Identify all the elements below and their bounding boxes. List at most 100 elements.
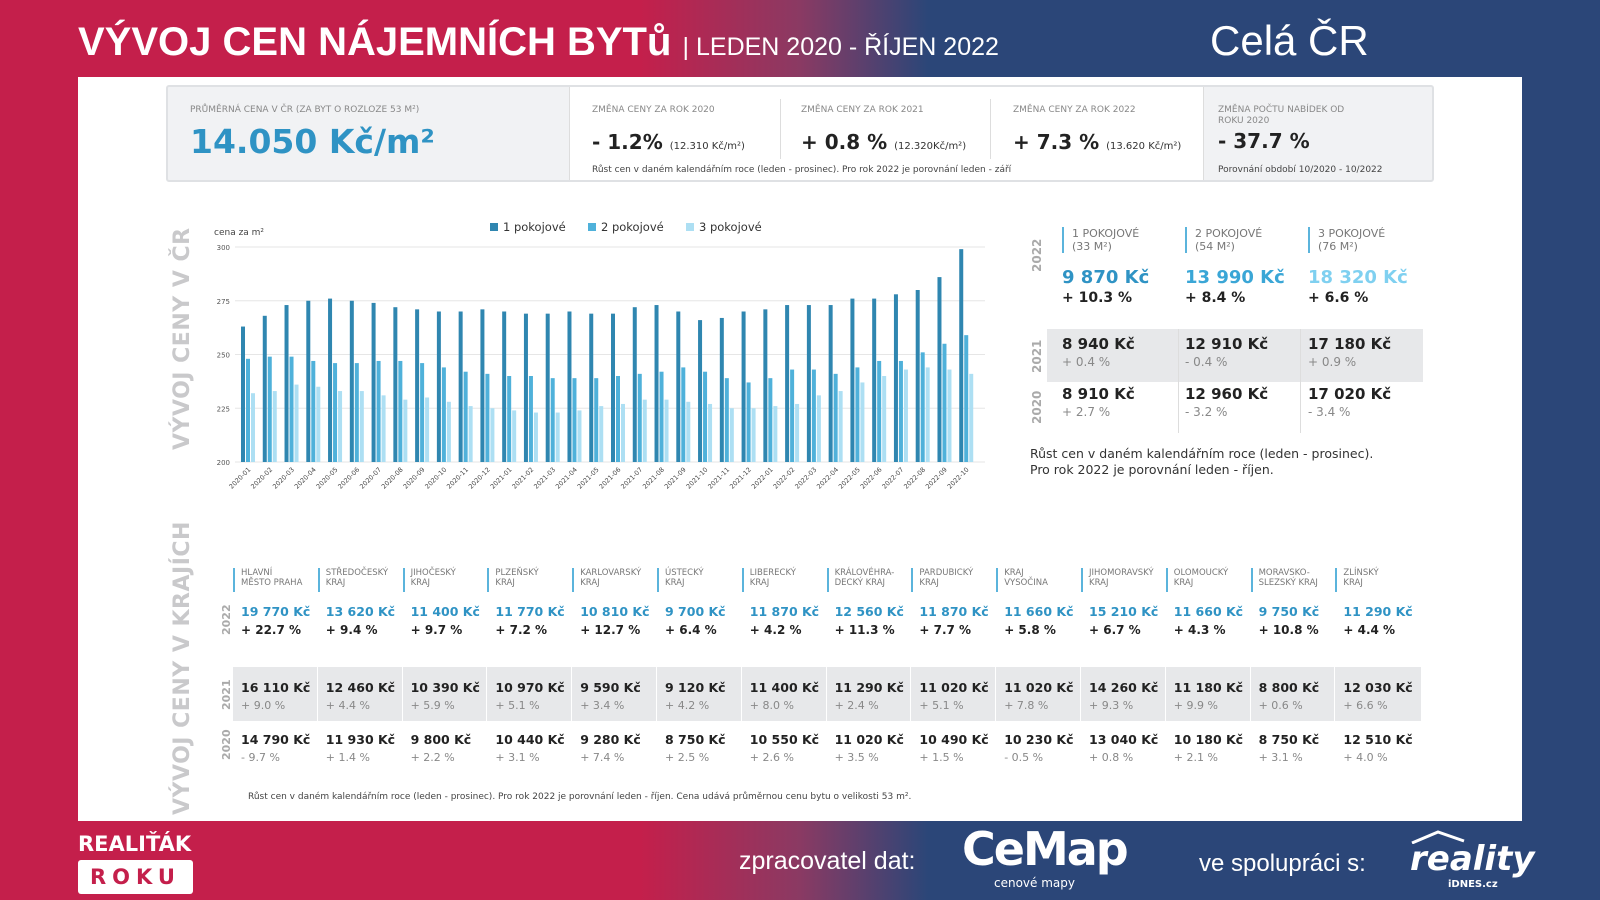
region-header: KRÁLOVÉHRA- DECKÝ KRAJ: [826, 568, 911, 592]
region-header: ÚSTECKÝ KRAJ: [657, 568, 741, 592]
price-2020: 8 750 Kč: [665, 732, 726, 747]
change-2021: - 0.4 %: [1185, 355, 1228, 369]
x-tick-label: 2020-08: [380, 466, 405, 491]
change-2020: + 2.1 %: [1173, 751, 1218, 764]
x-tick-label: 2021-07: [619, 466, 644, 491]
price-2020: 14 790 Kč: [241, 732, 311, 747]
region-name: MORAVSKO-: [1258, 568, 1310, 578]
region-column: HLAVNÍ MĚSTO PRAHA 19 770 Kč + 22.7 % 16 …: [233, 568, 317, 764]
price-2021: 10 390 Kč: [410, 680, 480, 695]
stat-label: ZMĚNA CENY ZA ROK 2021: [801, 105, 924, 115]
x-tick-label: 2020-10: [423, 466, 448, 491]
bar-2-pokojové: [246, 358, 250, 462]
region-column: ZLÍNSKÝ KRAJ 11 290 Kč + 4.4 % 12 030 Kč …: [1335, 568, 1419, 764]
change-2022: + 4.3 %: [1173, 623, 1226, 637]
stat-value: + 0.8 %: [801, 130, 888, 154]
change-2021: + 6.6 %: [1343, 699, 1388, 712]
legend-swatch: [490, 223, 498, 231]
bar-3-pokojové: [294, 384, 299, 462]
region-header: PARDUBICKÝ KRAJ: [911, 568, 995, 592]
price-2021: 14 260 Kč: [1089, 680, 1159, 695]
region-header: JIHOMORAVSKÝ KRAJ: [1081, 568, 1165, 592]
price-2022: 11 870 Kč: [749, 604, 820, 619]
legend-swatch: [686, 223, 694, 231]
room-header: 1 POKOJOVÉ (33 m²): [1062, 227, 1184, 253]
bar-2-pokojové: [528, 376, 533, 462]
bar-3-pokojové: [403, 399, 408, 462]
region-name: JIHOČESKÝ: [410, 568, 456, 578]
bar-1-pokojové: [502, 311, 507, 462]
room-type: 3 POKOJOVÉ: [1318, 227, 1386, 240]
year-label: 2022: [1030, 238, 1044, 272]
bar-3-pokojové: [860, 382, 865, 462]
bar-2-pokojové: [898, 360, 903, 462]
change-2022: + 11.3 %: [834, 623, 895, 637]
legend-swatch: [588, 223, 596, 231]
bar-1-pokojové: [545, 313, 550, 462]
region-column: OLOMOUCKÝ KRAJ 11 660 Kč + 4.3 % 11 180 K…: [1165, 568, 1250, 764]
bar-3-pokojové: [773, 406, 778, 462]
change-2021: + 7.8 %: [1004, 699, 1049, 712]
bar-3-pokojové: [512, 410, 517, 462]
x-tick-label: 2020-02: [249, 466, 274, 491]
room-column: 3 POKOJOVÉ (76 m²) 18 320 Kč + 6.6 % 17 1…: [1308, 227, 1430, 419]
x-tick-label: 2021-06: [598, 466, 623, 491]
stat-label: PRŮMĚRNÁ CENA V ČR (ZA BYT O ROZLOZE 53 …: [190, 105, 420, 115]
stat-label: ZMĚNA CENY ZA ROK 2020: [592, 105, 715, 115]
processor-label: zpracovatel dat:: [739, 847, 916, 875]
region-name: HLAVNÍ: [241, 568, 273, 578]
region-header: PLZEŇSKÝ KRAJ: [487, 568, 571, 592]
bar-3-pokojové: [490, 408, 495, 462]
change-2022: + 22.7 %: [241, 623, 302, 637]
price-2022: 9 750 Kč: [1258, 604, 1320, 619]
rooms-note: Růst cen v daném kalendářním roce (leden…: [1030, 446, 1373, 478]
row-band-2021: [1047, 329, 1423, 382]
divider: [1334, 667, 1336, 721]
x-tick-label: 2021-01: [489, 466, 514, 491]
price-2021: 11 400 Kč: [749, 680, 820, 695]
bar-1-pokojové: [241, 326, 245, 462]
price-2021: 11 020 Kč: [1004, 680, 1074, 695]
bar-1-pokojové: [589, 313, 594, 462]
x-tick-label: 2021-05: [576, 466, 601, 491]
stat-value: 14.050 Kč/m²: [190, 122, 435, 161]
y-tick-label: 225: [217, 405, 230, 413]
price-2020: 10 490 Kč: [919, 732, 989, 747]
price-2020: 10 440 Kč: [495, 732, 565, 747]
change-2021: + 8.0 %: [749, 699, 794, 712]
price-2022: 13 990 Kč: [1185, 267, 1285, 288]
region-column: STŘEDOČESKÝ KRAJ 13 620 Kč + 9.4 % 12 460…: [317, 568, 402, 764]
x-tick-label: 2020-12: [467, 466, 492, 491]
price-2022: 18 320 Kč: [1308, 267, 1408, 288]
price-bar-chart: cena za m²2002252502753002020-012020-022…: [214, 220, 985, 491]
divider: [486, 667, 488, 721]
stats-note: Růst cen v daném kalendářním roce (leden…: [592, 165, 1012, 175]
x-tick-label: 2022-07: [880, 466, 905, 491]
region-column: KARLOVARSKÝ KRAJ 10 810 Kč + 12.7 % 9 590…: [572, 568, 656, 764]
stat-average: PRŮMĚRNÁ CENA V ČR (ZA BYT O ROZLOZE 53 …: [190, 87, 560, 180]
x-tick-label: 2021-02: [510, 466, 535, 491]
bar-1-pokojové: [415, 309, 420, 462]
change-2020: - 3.4 %: [1308, 405, 1351, 419]
price-2020: 8 750 Kč: [1258, 732, 1320, 747]
x-tick-label: 2020-07: [358, 466, 383, 491]
stat-2022: ZMĚNA CENY ZA ROK 2022 + 7.3 % (13.620 Kč…: [990, 99, 1205, 159]
region-name: PARDUBICKÝ: [919, 568, 974, 578]
region-column: MORAVSKO- SLEZSKÝ KRAJ 9 750 Kč + 10.8 % …: [1250, 568, 1335, 764]
bar-3-pokojové: [751, 408, 756, 462]
x-tick-label: 2021-10: [685, 466, 710, 491]
stat-value: - 1.2%: [592, 130, 663, 154]
bar-2-pokojové: [333, 363, 338, 462]
change-2020: + 1.4 %: [325, 751, 370, 764]
bar-2-pokojové: [877, 360, 882, 462]
change-2021: + 5.1 %: [495, 699, 540, 712]
y-tick-label: 200: [217, 459, 230, 467]
bar-2-pokojové: [616, 376, 620, 462]
region-name: STŘEDOČESKÝ: [325, 568, 389, 578]
change-2021: + 0.4 %: [1062, 355, 1111, 369]
room-header: 2 POKOJOVÉ (54 m²): [1185, 227, 1307, 253]
bar-1-pokojové: [915, 290, 920, 462]
x-tick-label: 2021-08: [641, 466, 666, 491]
bar-2-pokojové: [790, 369, 795, 462]
title-main: VÝVOJ CEN NÁJEMNÍCH BYTů: [78, 20, 672, 64]
